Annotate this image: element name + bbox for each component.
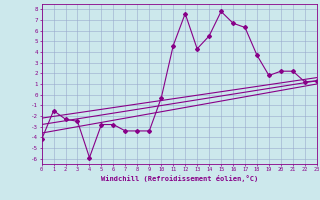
X-axis label: Windchill (Refroidissement éolien,°C): Windchill (Refroidissement éolien,°C) — [100, 175, 258, 182]
